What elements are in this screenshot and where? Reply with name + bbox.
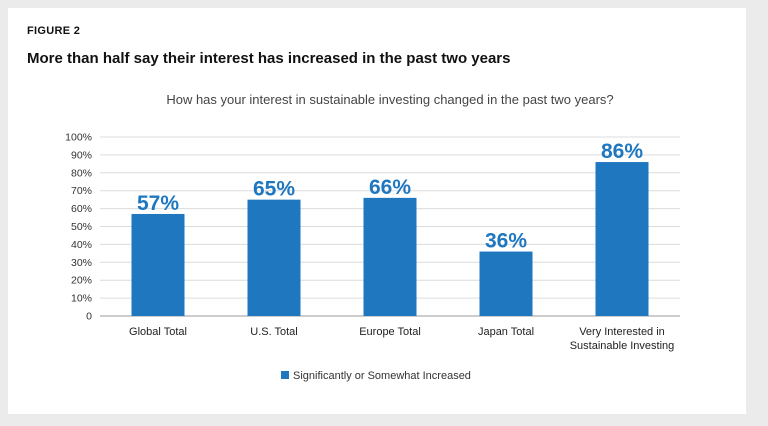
y-tick-label: 80% [71,167,92,179]
figure-headline: More than half say their interest has in… [27,50,511,67]
bar [479,251,533,316]
y-tick-label: 40% [71,239,92,251]
data-label: 86% [601,140,643,163]
x-tick-label: U.S. Total [250,326,298,338]
grid-lines [100,136,680,317]
x-tick-label: Sustainable Investing [570,340,675,352]
x-tick-label: Europe Total [359,326,421,338]
x-axis-ticks: Global Total U.S. Total Europe Total Japan … [129,326,674,352]
y-tick-label: 20% [71,275,92,287]
legend-label: Significantly or Somewhat Increased [293,370,471,382]
figure-card: FIGURE 2 More than half say their intere… [8,8,746,414]
figure-label: FIGURE 2 [27,25,81,37]
legend: Significantly or Somewhat Increased [281,370,471,382]
y-tick-label: 70% [71,185,92,197]
data-label: 36% [485,230,527,253]
y-axis-ticks: 0 10% 20% 30% 40% 50% 60% 70% 80% 90% 100% [65,132,92,323]
y-tick-label: 50% [71,221,92,233]
legend-swatch [281,371,289,379]
chart-title: How has your interest in sustainable inv… [166,92,613,107]
bar [247,199,301,316]
y-tick-label: 0 [86,311,92,323]
x-tick-label: Global Total [129,326,187,338]
bar [131,213,185,316]
y-tick-label: 100% [65,132,92,144]
data-labels: 57% 65% 66% 36% 86% [137,140,643,253]
y-tick-label: 90% [71,149,92,161]
y-tick-label: 10% [71,293,92,305]
bar-chart: How has your interest in sustainable inv… [65,92,680,382]
bar [595,162,649,316]
x-tick-label: Japan Total [478,326,534,338]
x-tick-label: Very Interested in [579,326,665,338]
y-tick-label: 30% [71,257,92,269]
data-label: 66% [369,176,411,199]
data-label: 65% [253,178,295,201]
bar [363,197,417,316]
y-tick-label: 60% [71,203,92,215]
bars [131,162,649,316]
data-label: 57% [137,192,179,215]
